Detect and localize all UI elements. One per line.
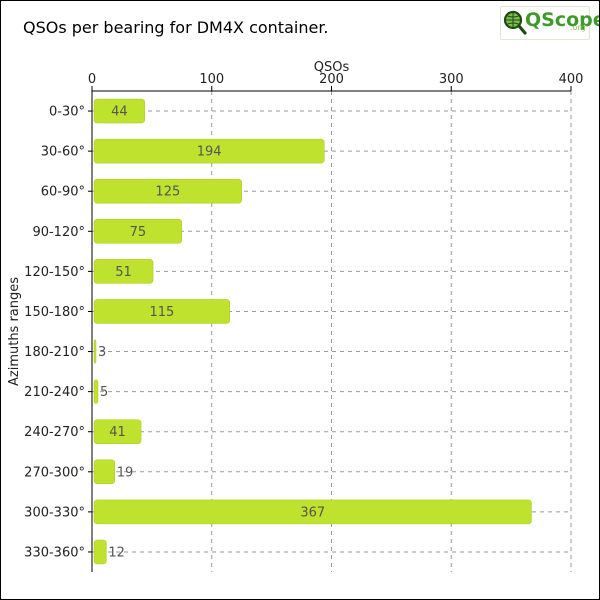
bar-value-label: 194	[197, 145, 222, 160]
logo-text: QScope	[525, 9, 600, 31]
bar-value-label: 51	[115, 265, 132, 280]
category-label: 150-180°	[24, 305, 85, 320]
bar	[93, 178, 242, 204]
category-label: 330-360°	[24, 545, 85, 560]
category-label: 0-30°	[49, 105, 85, 120]
bar	[93, 539, 107, 565]
bar	[93, 339, 97, 364]
category-label: 60-90°	[41, 185, 85, 200]
category-label: 240-270°	[24, 425, 85, 440]
category-label: 30-60°	[41, 145, 85, 160]
bar	[93, 379, 99, 404]
x-tick-label: 0	[88, 72, 96, 87]
bar	[93, 299, 230, 324]
category-label: 210-240°	[24, 385, 85, 400]
bar-value-label: 5	[100, 385, 108, 400]
bar	[93, 459, 116, 485]
bar-value-label: 125	[155, 185, 180, 200]
chart-title: QSOs per bearing for DM4X container.	[23, 18, 329, 37]
bar	[93, 499, 532, 525]
x-tick-label: 300	[439, 72, 464, 87]
category-label: 180-210°	[24, 345, 85, 360]
bar-value-label: 115	[149, 305, 174, 320]
bar	[93, 138, 325, 164]
category-label: 270-300°	[24, 465, 85, 480]
logo-suffix: .org	[570, 23, 586, 32]
x-tick-label: 400	[559, 72, 584, 87]
bar-value-label: 12	[108, 545, 125, 560]
bar-value-label: 3	[98, 345, 106, 360]
category-label: 120-150°	[24, 265, 85, 280]
qscope-logo[interactable]: QScope .org	[500, 6, 599, 40]
y-axis-title: Azimuths ranges	[7, 277, 22, 386]
bar-value-label: 19	[117, 465, 134, 480]
bar	[93, 219, 183, 244]
x-tick-label: 200	[319, 72, 344, 87]
category-label: 300-330°	[24, 505, 85, 520]
bar-value-label: 367	[300, 505, 325, 520]
x-tick-label: 100	[199, 72, 224, 87]
bar-value-label: 41	[109, 425, 126, 440]
bar	[93, 98, 145, 124]
category-label: 90-120°	[32, 225, 85, 240]
magnifier-globe-icon	[503, 10, 527, 35]
x-axis-title: QSOs	[314, 60, 350, 75]
bar	[93, 259, 154, 284]
bar	[93, 419, 142, 444]
bar-value-label: 75	[130, 225, 147, 240]
bar-value-label: 44	[111, 105, 128, 120]
